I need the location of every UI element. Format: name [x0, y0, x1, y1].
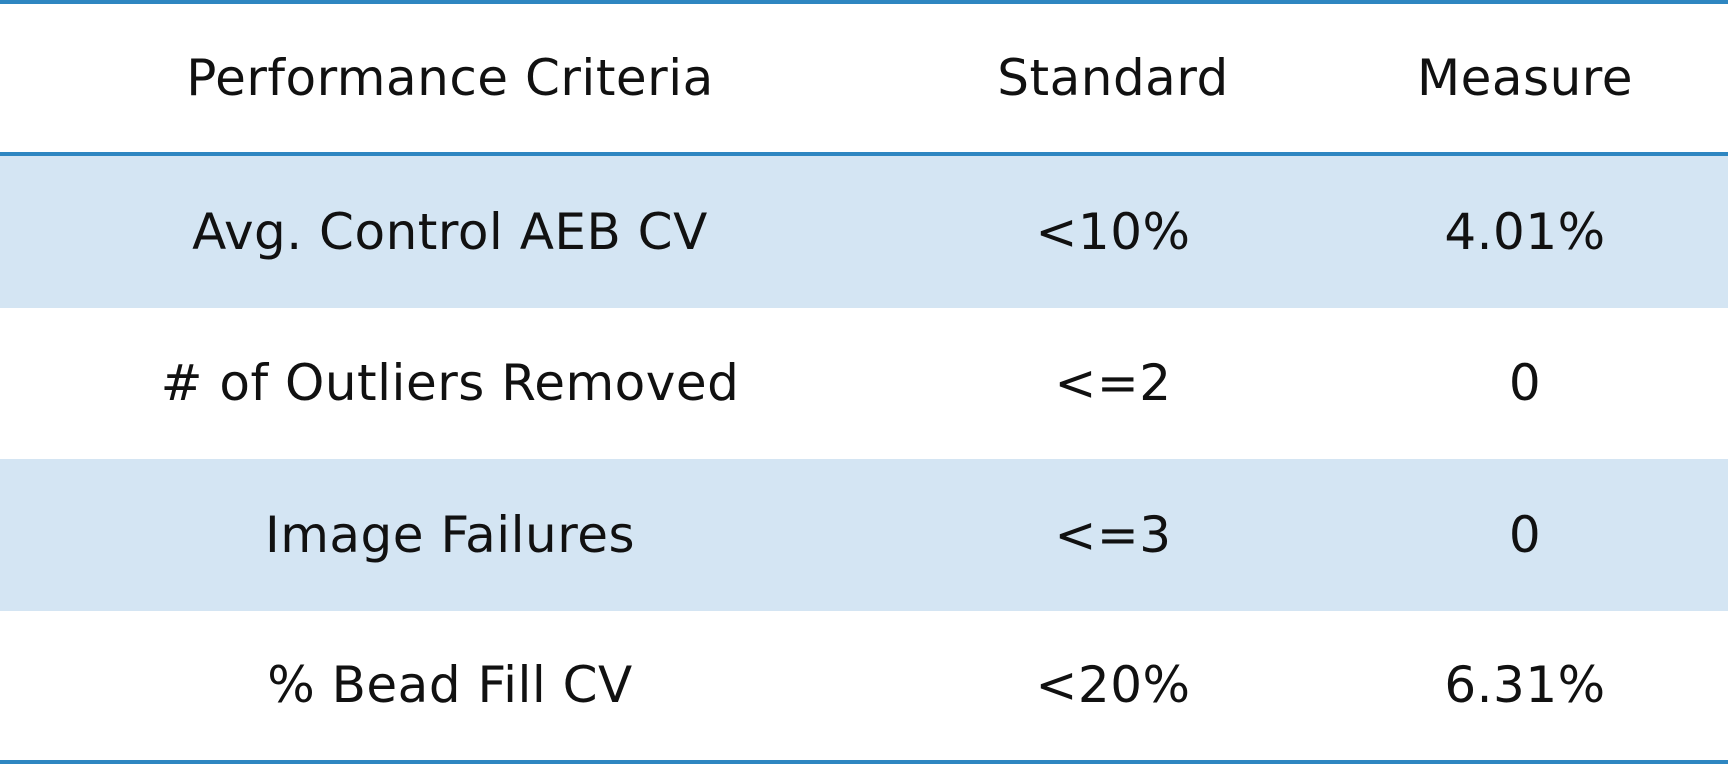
table-row: # of Outliers Removed <=2 0 — [0, 307, 1728, 459]
standard-cell: <10% — [1035, 203, 1191, 261]
header-standard: Standard — [997, 49, 1229, 107]
criteria-cell: % Bead Fill CV — [267, 656, 633, 714]
table-header-row: Performance Criteria Standard Measure — [0, 4, 1728, 152]
measure-cell: 0 — [1508, 506, 1542, 564]
table-top-rule — [0, 0, 1728, 4]
measure-cell: 0 — [1508, 354, 1542, 412]
table-row: Avg. Control AEB CV <10% 4.01% — [0, 156, 1728, 308]
measure-cell: 4.01% — [1444, 203, 1606, 261]
criteria-cell: Image Failures — [264, 506, 636, 564]
header-rule — [0, 152, 1728, 156]
table-row: % Bead Fill CV <20% 6.31% — [0, 610, 1728, 760]
table-row: Image Failures <=3 0 — [0, 459, 1728, 611]
table-bottom-rule — [0, 760, 1728, 764]
standard-cell: <=3 — [1054, 506, 1172, 564]
header-performance-criteria: Performance Criteria — [186, 49, 714, 107]
standard-cell: <20% — [1035, 656, 1191, 714]
criteria-cell: Avg. Control AEB CV — [192, 203, 708, 261]
measure-cell: 6.31% — [1444, 656, 1606, 714]
header-measure: Measure — [1417, 49, 1633, 107]
criteria-cell: # of Outliers Removed — [160, 354, 740, 412]
standard-cell: <=2 — [1054, 354, 1172, 412]
